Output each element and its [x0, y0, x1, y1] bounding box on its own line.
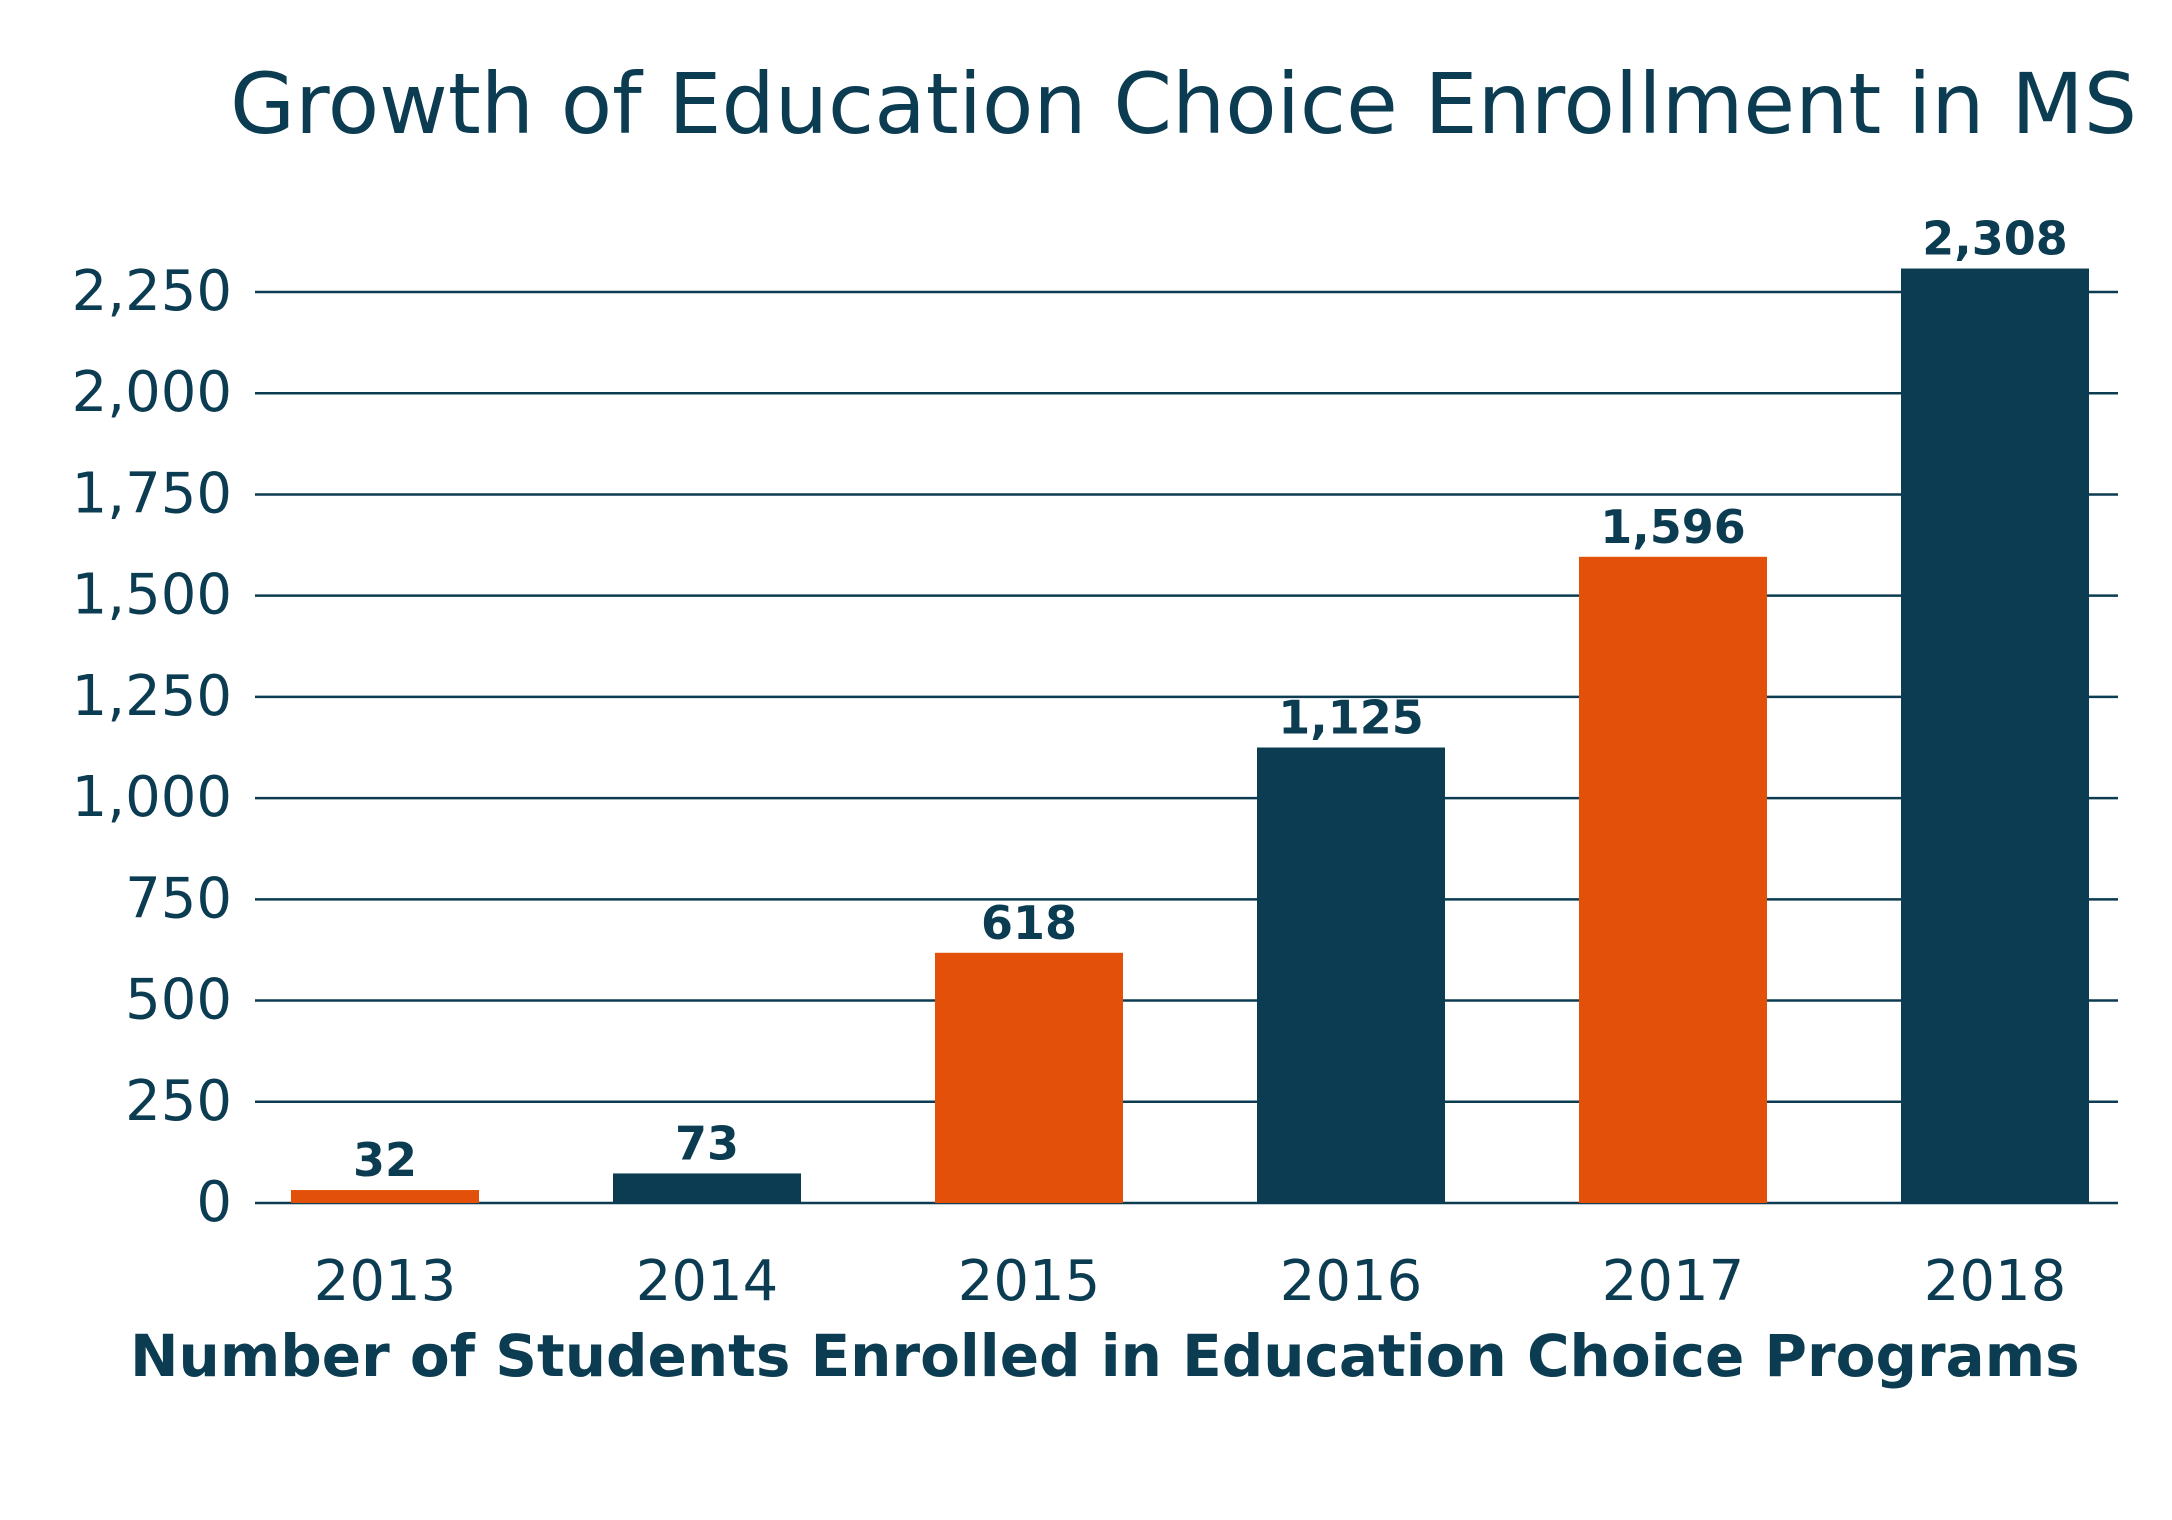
data-label-2014: 73: [675, 1116, 739, 1170]
y-tick-label: 1,000: [72, 765, 232, 830]
y-tick-label: 1,250: [72, 664, 232, 729]
y-tick-label: 1,500: [72, 563, 232, 628]
data-label-2013: 32: [353, 1133, 417, 1187]
data-label-2015: 618: [981, 896, 1077, 950]
data-label-2018: 2,308: [1922, 212, 2068, 266]
y-tick-label: 2,000: [72, 360, 232, 425]
x-tick-label-2013: 2013: [314, 1249, 457, 1314]
x-tick-label-2014: 2014: [636, 1249, 779, 1314]
y-axis-ticks: 0 250 500 750 1,000 1,250 1,500 1,750 2,000 2,250: [72, 259, 232, 1235]
bar-2016: [1257, 747, 1445, 1203]
x-axis-title: Number of Students Enrolled in Education…: [130, 1322, 2080, 1390]
y-tick-label: 1,750: [72, 461, 232, 526]
chart-title: Growth of Education Choice Enrollment in…: [230, 55, 2138, 153]
y-tick-label: 0: [196, 1170, 232, 1235]
y-tick-label: 2,250: [72, 259, 232, 324]
x-tick-label-2017: 2017: [1602, 1249, 1745, 1314]
y-tick-label: 750: [125, 866, 232, 931]
y-tick-label: 250: [125, 1069, 232, 1134]
bar-2018: [1901, 268, 2089, 1203]
x-tick-label-2016: 2016: [1280, 1249, 1423, 1314]
data-label-2016: 1,125: [1278, 691, 1424, 745]
y-tick-label: 500: [125, 968, 232, 1033]
data-label-2017: 1,596: [1600, 500, 1746, 554]
bar-2017: [1579, 556, 1767, 1203]
x-tick-label-2015: 2015: [958, 1249, 1101, 1314]
bar-2013: [291, 1190, 479, 1203]
bars: [291, 268, 2089, 1203]
x-tick-label-2018: 2018: [1924, 1249, 2067, 1314]
data-labels: 32 73 618 1,125 1,596 2,308: [353, 212, 2068, 1188]
x-axis-categories: 2013 2014 2015 2016 2017 2018: [314, 1249, 2067, 1314]
gridlines: [255, 290, 2118, 1205]
bar-2015: [935, 952, 1123, 1203]
bar-2014: [613, 1173, 801, 1203]
